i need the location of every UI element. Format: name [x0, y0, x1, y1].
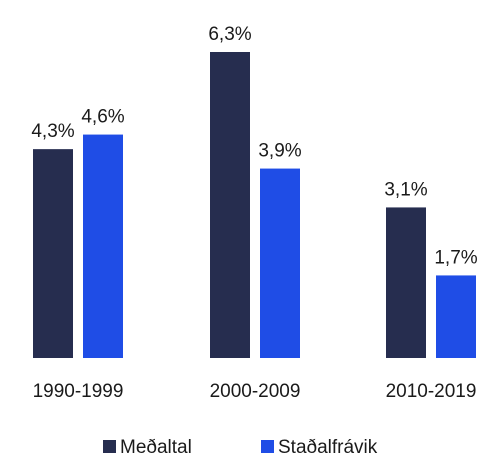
- legend-swatch: [261, 440, 274, 453]
- bar: [436, 275, 476, 358]
- value-label: 1,7%: [434, 247, 477, 268]
- bar: [386, 207, 426, 358]
- value-label: 3,9%: [258, 141, 301, 162]
- x-tick-label: 2000-2009: [210, 381, 301, 402]
- value-label: 3,1%: [384, 179, 427, 200]
- bar: [210, 52, 250, 358]
- value-label: 4,3%: [31, 121, 74, 142]
- bar: [260, 168, 300, 358]
- legend-swatch: [103, 440, 116, 453]
- value-label: 4,6%: [81, 107, 124, 128]
- legend-label: Staðalfrávik: [278, 437, 378, 458]
- bar: [83, 134, 123, 358]
- value-label: 6,3%: [208, 24, 251, 45]
- legend-label: Meðaltal: [120, 437, 192, 458]
- x-tick-label: 1990-1999: [33, 381, 124, 402]
- x-tick-label: 2010-2019: [386, 381, 477, 402]
- bar: [33, 149, 73, 358]
